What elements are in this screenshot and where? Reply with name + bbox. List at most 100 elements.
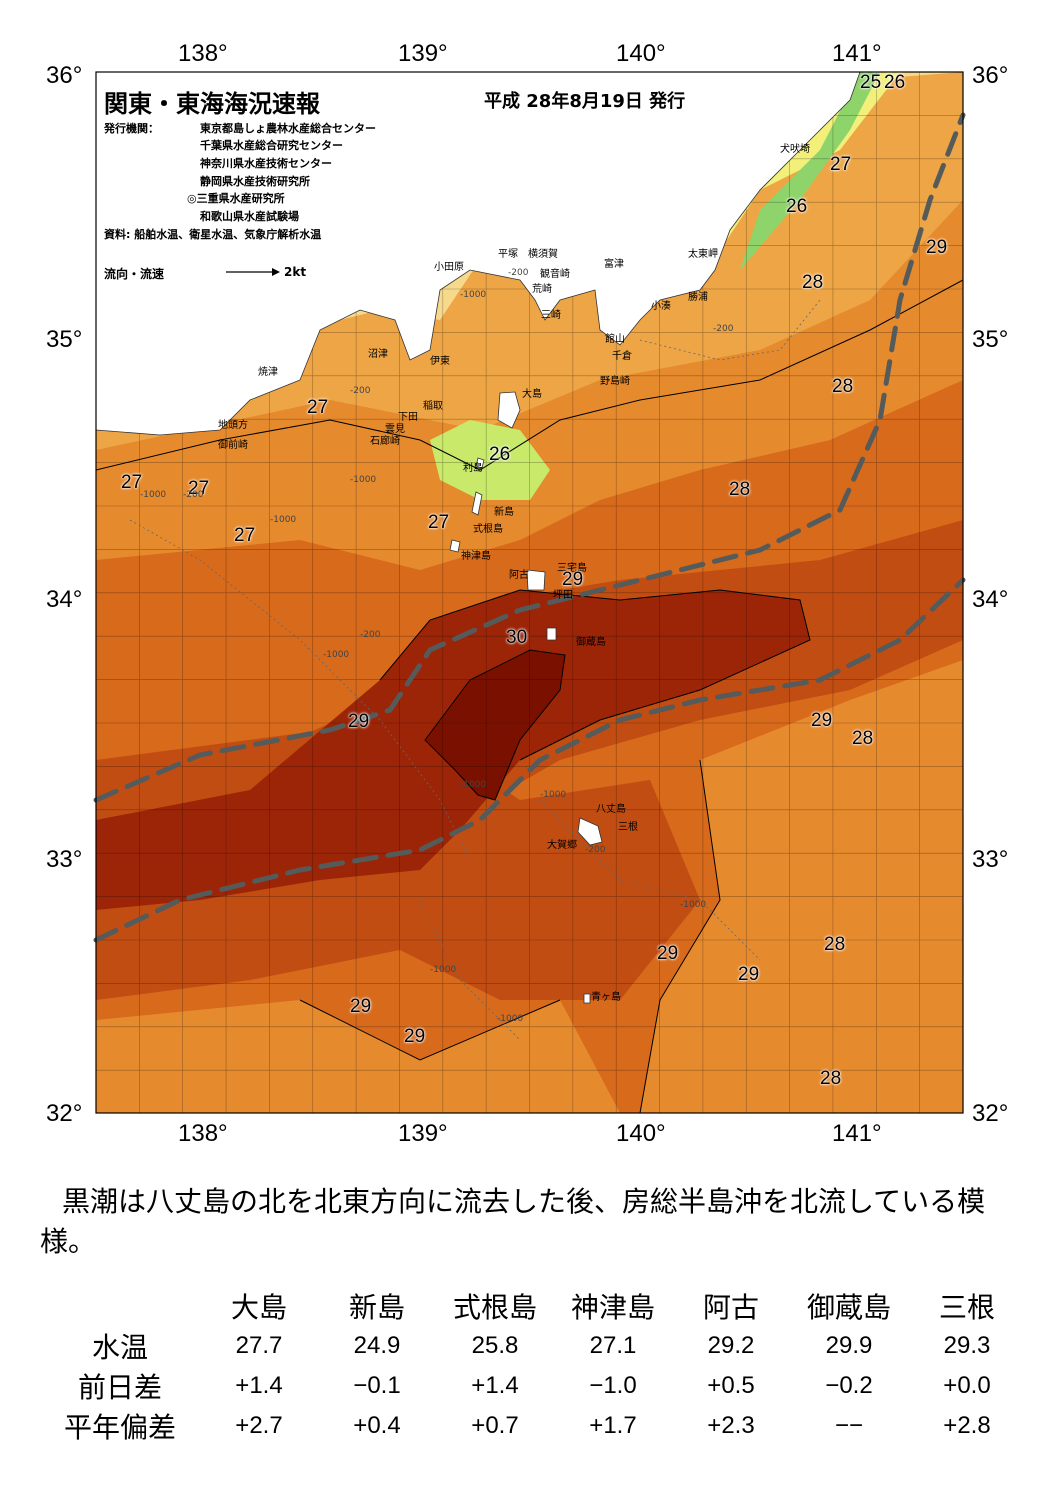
station-header: 神津島 xyxy=(570,1291,655,1324)
table-cell: 29.2 xyxy=(707,1332,755,1359)
station-header: 新島 xyxy=(348,1291,405,1324)
kuroshio-north-path xyxy=(93,112,966,803)
isotherm-label: 29 xyxy=(348,711,370,732)
water-28c-zone-east xyxy=(640,660,963,1113)
water-28c-zone xyxy=(96,1000,620,1113)
place-label: 神津島 xyxy=(461,551,491,562)
place-label: 小田原 xyxy=(434,262,464,273)
row-label: 水温 xyxy=(91,1331,148,1364)
depth-label: -1000 xyxy=(540,790,567,800)
place-label: 勝浦 xyxy=(688,292,708,303)
place-label: 大賀郷 xyxy=(547,840,577,851)
lat-label-left-36: 36° xyxy=(46,62,83,89)
place-label: 大島 xyxy=(522,389,542,400)
depth-label: -200 xyxy=(585,845,606,855)
lon-label-bottom-139: 139° xyxy=(398,1120,448,1147)
table-cell: 29.9 xyxy=(825,1332,873,1359)
depth-label: -1000 xyxy=(350,475,377,485)
publisher-3: 神奈川県水産技術センター xyxy=(200,157,332,170)
depth-label: -1000 xyxy=(460,290,487,300)
table-cell: +2.8 xyxy=(943,1412,991,1439)
place-label: 小湊 xyxy=(651,301,671,312)
publisher-5: ◎三重県水産研究所 xyxy=(187,192,285,205)
lat-label-right-34: 34° xyxy=(972,586,1009,613)
station-header: 大島 xyxy=(230,1291,287,1324)
depth-label: -200 xyxy=(183,490,204,500)
table-cell: −0.1 xyxy=(353,1372,401,1399)
lat-label-right-36: 36° xyxy=(972,62,1009,89)
mikurajima-island xyxy=(546,627,557,641)
lon-label-top-139: 139° xyxy=(398,40,448,67)
place-label: 沼津 xyxy=(368,349,388,360)
lat-label-left-32: 32° xyxy=(46,1100,83,1127)
coastline-land xyxy=(95,71,861,1004)
isotherm-label: 29 xyxy=(404,1026,426,1047)
isotherm-label: 29 xyxy=(926,237,948,258)
sea-temperature-map: 138° 139° 140° 141° 138° 139° 140° 141° … xyxy=(46,40,1009,1147)
table-cell: +2.3 xyxy=(707,1412,755,1439)
lat-label-right-33: 33° xyxy=(972,846,1009,873)
place-label: 富津 xyxy=(604,259,624,270)
depth-label: -200 xyxy=(350,386,371,396)
station-header: 阿古 xyxy=(702,1291,759,1324)
lon-label-bottom-141: 141° xyxy=(832,1120,882,1147)
isotherm-lines xyxy=(95,279,964,1114)
publisher-1: 東京都島しょ農林水産総合センター xyxy=(200,122,376,135)
place-label: 下田 xyxy=(398,412,418,423)
station-temperature-table: 大島 新島 式根島 神津島 阿古 御蔵島 三根 水温 27.7 24.9 25.… xyxy=(40,1286,1026,1446)
isotherm-label: 26 xyxy=(489,444,511,465)
water-30c-core xyxy=(425,650,565,800)
kozushima-island xyxy=(449,539,461,553)
lon-label-bottom-138: 138° xyxy=(178,1120,228,1147)
lat-label-left-33: 33° xyxy=(46,846,83,873)
kuroshio-south-path xyxy=(93,577,966,943)
place-label: 石廊崎 xyxy=(370,436,400,447)
table-row: 前日差 +1.4 −0.1 +1.4 −1.0 +0.5 −0.2 +0.0 xyxy=(40,1366,1026,1406)
place-label: 野島崎 xyxy=(600,376,630,387)
map-title: 関東・東海海況速報 xyxy=(104,90,320,118)
place-label: 三根 xyxy=(618,822,638,833)
isotherm-label: 29 xyxy=(811,710,833,731)
map-border xyxy=(95,71,964,1114)
isotherm-label: 28 xyxy=(852,728,874,749)
place-label: 平塚 xyxy=(498,249,518,260)
row-label: 平年偏差 xyxy=(63,1411,176,1444)
lat-label-right-32: 32° xyxy=(972,1100,1009,1127)
isotherm-label: 29 xyxy=(350,996,372,1017)
depth-label: -1000 xyxy=(497,1014,524,1024)
hachijojima-island xyxy=(577,817,603,846)
table-cell: 24.9 xyxy=(353,1332,401,1359)
table-cell: +1.4 xyxy=(471,1372,519,1399)
table-cell: +1.4 xyxy=(235,1372,283,1399)
map-canvas xyxy=(93,71,966,1114)
depth-label: -1000 xyxy=(323,650,350,660)
table-cell: +0.5 xyxy=(707,1372,755,1399)
legend-label: 流向・流速 xyxy=(104,267,165,281)
place-label: 御蔵島 xyxy=(576,637,606,648)
place-label: 雲見 xyxy=(385,424,405,435)
publisher-4: 静岡県水産技術研究所 xyxy=(200,175,310,188)
isotherm-label: 25 xyxy=(860,72,882,93)
place-label: 館山 xyxy=(605,334,625,345)
isotherm-label: 30 xyxy=(506,627,528,648)
isotherm-label: 27 xyxy=(234,525,256,546)
place-label: 地頭方 xyxy=(218,420,248,431)
publisher-2: 千葉県水産総合研究センター xyxy=(200,139,343,152)
isotherm-label: 27 xyxy=(428,512,450,533)
depth-label: -1000 xyxy=(680,900,707,910)
isotherm-label: 26 xyxy=(884,72,906,93)
depth-label: -200 xyxy=(713,324,734,334)
table-row: 水温 27.7 24.9 25.8 27.1 29.2 29.9 29.3 xyxy=(40,1326,1026,1366)
isotherm-label: 28 xyxy=(824,934,846,955)
toshima-island xyxy=(475,457,485,469)
depth-label: -1000 xyxy=(140,490,167,500)
isotherm-label: 27 xyxy=(307,397,329,418)
place-label: 荒崎 xyxy=(532,284,552,295)
depth-label: -200 xyxy=(508,268,529,278)
lon-label-top-141: 141° xyxy=(832,40,882,67)
place-label: 三崎 xyxy=(541,310,561,321)
table-cell: +1.7 xyxy=(589,1412,637,1439)
publishers-label: 発行機関： xyxy=(104,122,159,135)
legend-scale: 2kt xyxy=(284,265,307,279)
isotherm-label: 28 xyxy=(729,479,751,500)
